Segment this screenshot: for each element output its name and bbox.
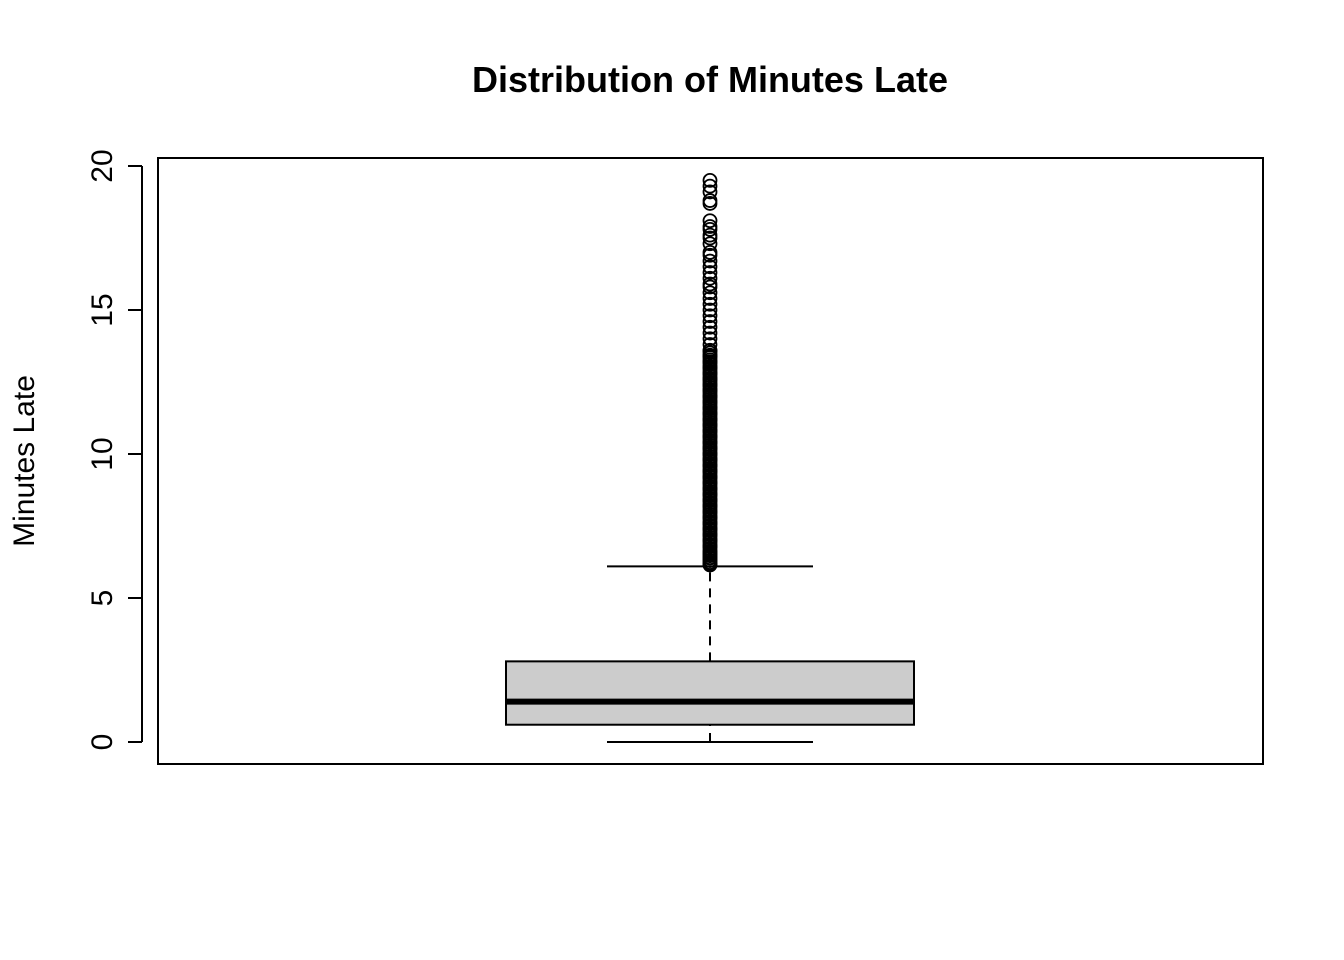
outlier-point — [702, 236, 718, 252]
outlier-point — [702, 172, 718, 188]
y-tick-label: 0 — [86, 734, 119, 751]
outlier-point — [702, 196, 718, 211]
outlier-point — [702, 302, 718, 318]
outlier-group — [702, 172, 718, 573]
outlier-point — [702, 319, 718, 335]
outlier-point — [702, 221, 718, 237]
plot-frame — [157, 157, 1264, 765]
outlier-point — [702, 314, 718, 329]
outlier-point — [702, 343, 718, 359]
outlier-point — [702, 178, 718, 194]
outlier-point — [702, 308, 718, 324]
outlier-point — [702, 270, 718, 286]
outlier-point — [702, 265, 718, 280]
outlier-point — [702, 213, 718, 229]
outlier-point — [702, 279, 718, 295]
outlier-point — [702, 253, 718, 269]
y-tick-label: 10 — [86, 437, 119, 470]
outlier-point — [702, 230, 718, 246]
outlier-point — [702, 247, 718, 263]
y-tick-label: 5 — [86, 590, 119, 607]
y-tick-label: 20 — [86, 149, 119, 182]
outlier-point — [702, 291, 718, 306]
y-axis-label: Minutes Late — [8, 375, 41, 547]
outlier-point — [702, 331, 718, 347]
outlier-point — [702, 296, 718, 312]
outlier-point — [702, 184, 718, 200]
y-tick-label: 15 — [86, 293, 119, 326]
outlier-point — [702, 193, 718, 208]
boxplot-group — [505, 565, 915, 743]
outlier-point — [702, 259, 718, 275]
y-axis: 0 5 10 15 20 — [86, 149, 143, 751]
interquartile-box — [505, 660, 915, 726]
outlier-point — [702, 285, 718, 301]
outlier-point — [702, 325, 718, 341]
chart-title: Distribution of Minutes Late — [472, 59, 948, 100]
